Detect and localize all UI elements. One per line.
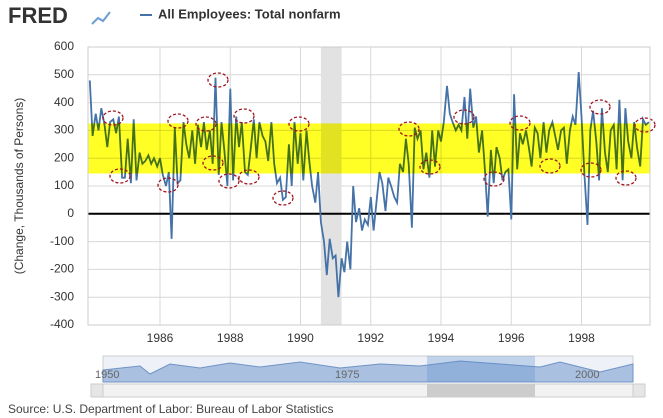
logo-icon xyxy=(91,11,111,25)
annotation-ellipse xyxy=(272,190,294,206)
logo: FRED xyxy=(8,3,68,28)
x-tick-label: 1990 xyxy=(287,331,314,345)
annotation-ellipse xyxy=(419,159,441,175)
annotation-ellipse xyxy=(207,72,229,88)
annotation-ellipse xyxy=(398,121,420,137)
recession-shade xyxy=(320,47,342,325)
y-tick-label: 300 xyxy=(54,123,74,137)
source: Source: U.S. Department of Labor: Bureau… xyxy=(8,402,334,416)
legend-label: All Employees: Total nonfarm xyxy=(158,6,341,21)
y-tick-label: 500 xyxy=(54,67,74,81)
plot-area: -400 -300 -200 -100 0 100 200 300 400 500 600 1986 1… xyxy=(50,39,656,345)
y-tick-label: -200 xyxy=(50,262,74,276)
annotation-ellipse xyxy=(218,173,240,189)
y-tick-label: 0 xyxy=(67,206,74,220)
annotation-ellipse xyxy=(233,108,255,124)
y-axis-label: (Change, Thousands of Persons) xyxy=(12,98,26,275)
annotation-ellipse xyxy=(615,170,637,186)
navigator xyxy=(90,355,646,398)
annotation-ellipse xyxy=(167,113,189,129)
y-tick-label: -100 xyxy=(50,234,74,248)
annotation-ellipse xyxy=(539,158,561,174)
annotation-ellipse xyxy=(157,177,179,193)
annotation-ellipse xyxy=(195,116,217,132)
annotation-ellipse xyxy=(238,169,260,185)
plot-border xyxy=(87,46,651,326)
y-tick-label: 400 xyxy=(54,95,74,109)
highlight-band xyxy=(88,123,650,174)
x-tick-label: 1994 xyxy=(428,331,455,345)
x-tick-label: 1986 xyxy=(147,331,174,345)
annotation-ellipse xyxy=(580,162,602,178)
annotation-ellipse xyxy=(483,171,505,187)
x-tick-label: 1998 xyxy=(568,331,595,345)
y-tick-label: -400 xyxy=(50,317,74,331)
scroll-right[interactable] xyxy=(632,383,646,398)
y-tick-label: 600 xyxy=(54,39,74,53)
y-tick-label: 100 xyxy=(54,178,74,192)
x-tick-label: 1992 xyxy=(357,331,384,345)
x-tick-label: 1996 xyxy=(498,331,525,345)
annotation-ellipse xyxy=(509,115,531,131)
y-tick-label: 200 xyxy=(54,150,74,164)
annotation-ellipse xyxy=(453,109,475,125)
navigator-label: 1975 xyxy=(335,369,359,381)
annotation-ellipse xyxy=(202,155,224,171)
annotation-ellipse xyxy=(589,99,611,115)
navigator-window[interactable] xyxy=(427,356,535,382)
y-tick-label: -300 xyxy=(50,289,74,303)
navigator-label: 2000 xyxy=(575,369,599,381)
navigator-label: 1950 xyxy=(95,369,119,381)
navigator-series xyxy=(102,360,634,383)
annotation-ellipse xyxy=(109,168,131,184)
scrollbar-thumb[interactable] xyxy=(427,384,535,397)
scroll-left[interactable] xyxy=(90,383,104,398)
x-tick-label: 1988 xyxy=(217,331,244,345)
series-line xyxy=(88,71,650,298)
annotation-ellipse xyxy=(634,117,656,133)
scrollbar[interactable] xyxy=(102,383,634,398)
annotation-ellipse xyxy=(102,110,124,126)
annotation-ellipse xyxy=(288,116,310,132)
